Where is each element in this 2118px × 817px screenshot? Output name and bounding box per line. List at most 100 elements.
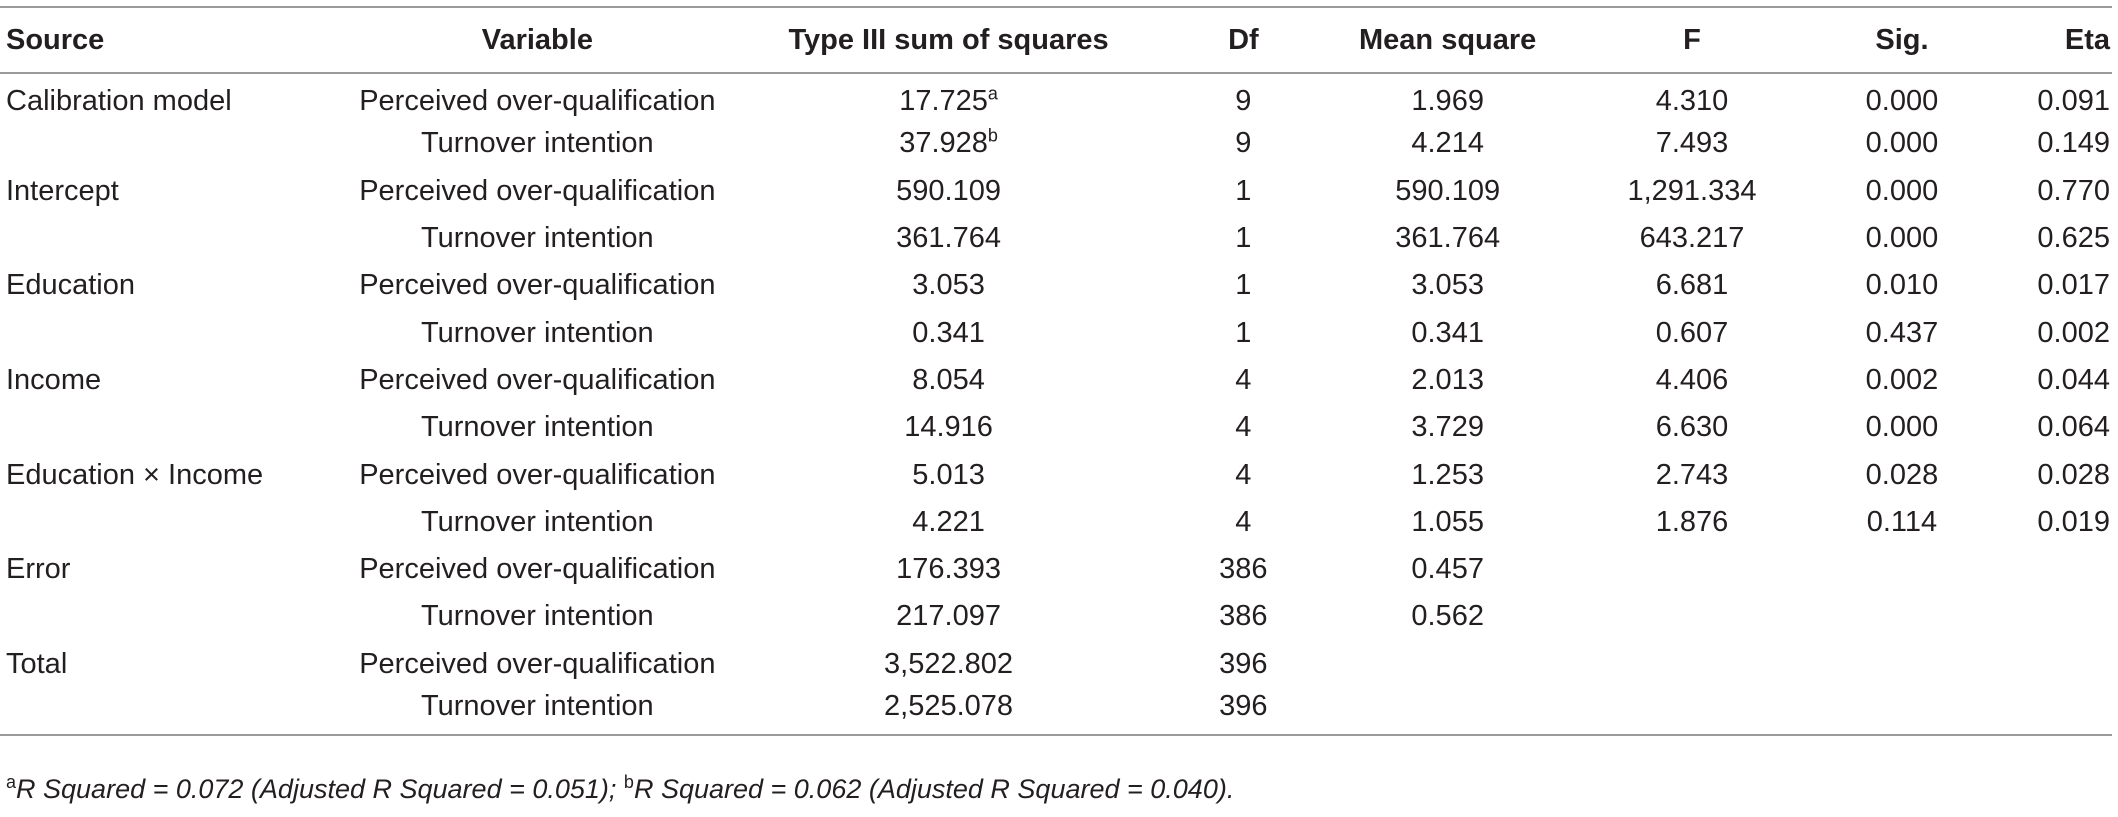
cell-sig bbox=[1815, 688, 1988, 735]
cell-eta-value: 0.019 bbox=[2037, 505, 2110, 538]
cell-df: 396 bbox=[1160, 688, 1327, 735]
cell-source-value: Error bbox=[6, 553, 71, 586]
cell-source: Intercept bbox=[0, 168, 338, 215]
cell-sig: 0.000 bbox=[1815, 404, 1988, 451]
cell-f: 0.607 bbox=[1569, 309, 1816, 356]
cell-f-value: 643.217 bbox=[1639, 222, 1745, 255]
cell-variable: Turnover intention bbox=[338, 215, 737, 262]
cell-sum-of-squares: 361.764 bbox=[737, 215, 1160, 262]
cell-sig: 0.000 bbox=[1815, 215, 1988, 262]
cell-eta-value: 0.017 bbox=[2037, 269, 2110, 302]
cell-mean-square-value: 3.053 bbox=[1411, 269, 1484, 302]
cell-variable-value: Perceived over-qualification bbox=[359, 363, 716, 396]
cell-f-value: 1,291.334 bbox=[1627, 174, 1757, 207]
cell-sig: 0.028 bbox=[1815, 451, 1988, 498]
cell-eta bbox=[1989, 593, 2112, 640]
cell-sum-of-squares: 17.725a bbox=[737, 73, 1160, 120]
cell-source-value: Intercept bbox=[6, 174, 119, 207]
cell-mean-square-value: 1.055 bbox=[1411, 505, 1484, 538]
cell-eta-value: 0.064 bbox=[2037, 411, 2110, 444]
footnote-marker: a bbox=[987, 82, 998, 103]
cell-f bbox=[1569, 546, 1816, 593]
cell-eta-value: 0.028 bbox=[2037, 458, 2110, 491]
cell-f-value: 7.493 bbox=[1655, 127, 1729, 160]
cell-variable: Perceived over-qualification bbox=[338, 451, 737, 498]
cell-f: 7.493 bbox=[1569, 120, 1816, 167]
cell-mean-square: 3.053 bbox=[1327, 262, 1569, 309]
header-f: F bbox=[1568, 6, 1816, 74]
cell-df-value: 1 bbox=[1235, 269, 1252, 302]
header-df: Df bbox=[1160, 6, 1327, 74]
cell-sig-value: 0.000 bbox=[1865, 411, 1939, 444]
table-row: Income Perceived over-qualification 8.054 4… bbox=[0, 357, 2112, 404]
cell-df-value: 386 bbox=[1219, 600, 1268, 633]
table-row: Turnover intention 0.341 1 0.341 0.607 0.437 0… bbox=[0, 309, 2112, 356]
cell-eta-value: 0.625 bbox=[2037, 222, 2110, 255]
cell-variable: Perceived over-qualification bbox=[338, 73, 737, 120]
cell-sum-of-squares-value: 3,522.802 bbox=[884, 647, 1014, 680]
cell-variable: Turnover intention bbox=[338, 309, 737, 356]
cell-sum-of-squares-value: 176.393 bbox=[896, 553, 1001, 586]
table-body: Calibration model Perceived over-qualific… bbox=[0, 73, 2112, 736]
cell-variable: Turnover intention bbox=[338, 593, 737, 640]
cell-variable: Perceived over-qualification bbox=[338, 262, 737, 309]
cell-sum-of-squares-value: 5.013 bbox=[912, 458, 985, 491]
table-row: Turnover intention 2,525.078 396 bbox=[0, 688, 2112, 736]
cell-sum-of-squares: 14.916 bbox=[737, 404, 1160, 451]
cell-f-value: 0.607 bbox=[1655, 316, 1729, 349]
cell-eta: 0.002 bbox=[1989, 309, 2112, 356]
cell-source bbox=[0, 499, 338, 546]
cell-variable: Perceived over-qualification bbox=[338, 641, 737, 688]
cell-sum-of-squares: 37.928b bbox=[737, 120, 1160, 167]
cell-mean-square: 361.764 bbox=[1327, 215, 1569, 262]
cell-mean-square: 2.013 bbox=[1327, 357, 1569, 404]
cell-df: 386 bbox=[1160, 593, 1327, 640]
cell-mean-square: 0.457 bbox=[1327, 546, 1569, 593]
cell-f bbox=[1569, 688, 1816, 735]
cell-variable-value: Perceived over-qualification bbox=[359, 553, 716, 586]
header-source: Source bbox=[0, 6, 338, 74]
cell-eta: 0.625 bbox=[1989, 215, 2112, 262]
cell-variable-value: Perceived over-qualification bbox=[359, 647, 716, 680]
cell-sig: 0.000 bbox=[1815, 120, 1988, 167]
cell-variable: Turnover intention bbox=[338, 404, 737, 451]
cell-variable: Turnover intention bbox=[338, 120, 737, 167]
cell-variable: Perceived over-qualification bbox=[338, 546, 737, 593]
cell-df-value: 1 bbox=[1235, 316, 1252, 349]
cell-sum-of-squares: 5.013 bbox=[737, 451, 1160, 498]
cell-eta: 0.064 bbox=[1989, 404, 2112, 451]
cell-df-value: 1 bbox=[1235, 222, 1252, 255]
header-eta: Eta bbox=[1988, 6, 2112, 74]
cell-df: 9 bbox=[1160, 73, 1327, 120]
cell-sig bbox=[1815, 593, 1988, 640]
cell-mean-square: 1.055 bbox=[1327, 499, 1569, 546]
cell-mean-square bbox=[1327, 688, 1569, 735]
cell-sig: 0.437 bbox=[1815, 309, 1988, 356]
cell-df: 4 bbox=[1160, 357, 1327, 404]
table-row: Intercept Perceived over-qualification 590… bbox=[0, 168, 2112, 215]
cell-f: 4.406 bbox=[1569, 357, 1816, 404]
cell-source bbox=[0, 309, 338, 356]
cell-df-value: 386 bbox=[1219, 553, 1268, 586]
table-row: Turnover intention 4.221 4 1.055 1.876 0.114 0… bbox=[0, 499, 2112, 546]
cell-sum-of-squares-value: 3.053 bbox=[912, 269, 985, 302]
footnote-b-text: R Squared = 0.062 (Adjusted R Squared = … bbox=[633, 774, 1235, 804]
cell-df-value: 396 bbox=[1219, 647, 1268, 680]
cell-source: Education bbox=[0, 262, 338, 309]
cell-sum-of-squares: 590.109 bbox=[737, 168, 1160, 215]
cell-mean-square: 3.729 bbox=[1327, 404, 1569, 451]
table-row: Calibration model Perceived over-qualific… bbox=[0, 73, 2112, 120]
cell-mean-square: 1.253 bbox=[1327, 451, 1569, 498]
cell-df: 1 bbox=[1160, 168, 1327, 215]
table-row: Turnover intention 14.916 4 3.729 6.630 0.000… bbox=[0, 404, 2112, 451]
cell-mean-square-value: 4.214 bbox=[1411, 127, 1484, 160]
cell-source: Total bbox=[0, 641, 338, 688]
table-row: Turnover intention 217.097 386 0.562 bbox=[0, 593, 2112, 640]
cell-f: 1.876 bbox=[1569, 499, 1816, 546]
cell-mean-square-value: 0.562 bbox=[1411, 600, 1484, 633]
cell-sig: 0.114 bbox=[1815, 499, 1988, 546]
cell-df-value: 4 bbox=[1235, 411, 1252, 444]
cell-df-value: 4 bbox=[1235, 458, 1252, 491]
table-row: Turnover intention 37.928b 9 4.214 7.493 0.00… bbox=[0, 120, 2112, 167]
cell-variable-value: Turnover intention bbox=[420, 127, 654, 160]
